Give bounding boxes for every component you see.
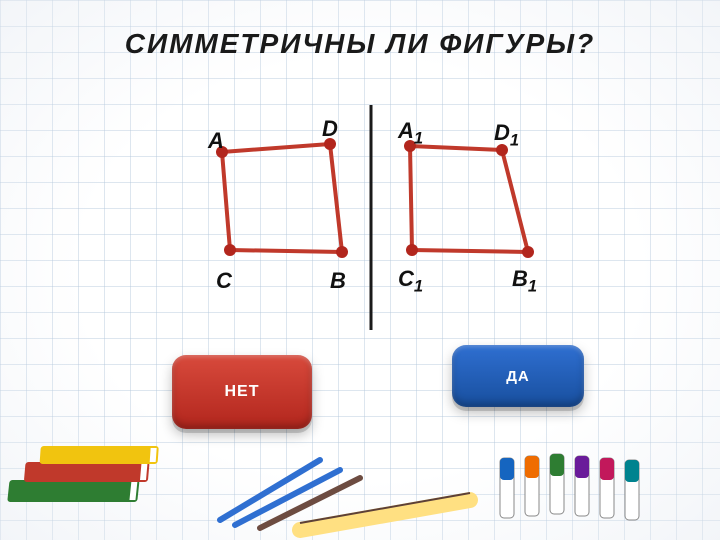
quad-left (222, 144, 342, 252)
vertex-label-right-C: C1 (398, 266, 423, 296)
answer-yes-label: ДА (506, 368, 530, 385)
vertex-label-left-D: D (322, 116, 338, 142)
vertex-label-left-B: B (330, 268, 346, 294)
quad-left-vertex-C (224, 244, 236, 256)
answer-no-button[interactable]: НЕТ (172, 355, 312, 429)
school-supplies-art (0, 420, 720, 540)
book-1 (24, 462, 150, 482)
quad-left-vertex-B (336, 246, 348, 258)
quad-right-vertex-C (406, 244, 418, 256)
slide-stage: СИММЕТРИЧНЫ ЛИ ФИГУРЫ? ADBCA1D1B1C1 НЕТ … (0, 0, 720, 540)
answer-yes-button[interactable]: ДА (452, 345, 584, 407)
quad-right-vertex-B (522, 246, 534, 258)
vertex-label-right-A: A1 (398, 118, 423, 148)
book-0 (7, 480, 139, 502)
vertex-label-right-B: B1 (512, 266, 537, 296)
book-2 (40, 446, 159, 464)
vertex-label-left-A: A (208, 128, 224, 154)
quad-right (410, 146, 528, 252)
vertex-label-left-C: C (216, 268, 232, 294)
vertex-label-right-D: D1 (494, 120, 519, 150)
answer-no-label: НЕТ (225, 383, 260, 401)
